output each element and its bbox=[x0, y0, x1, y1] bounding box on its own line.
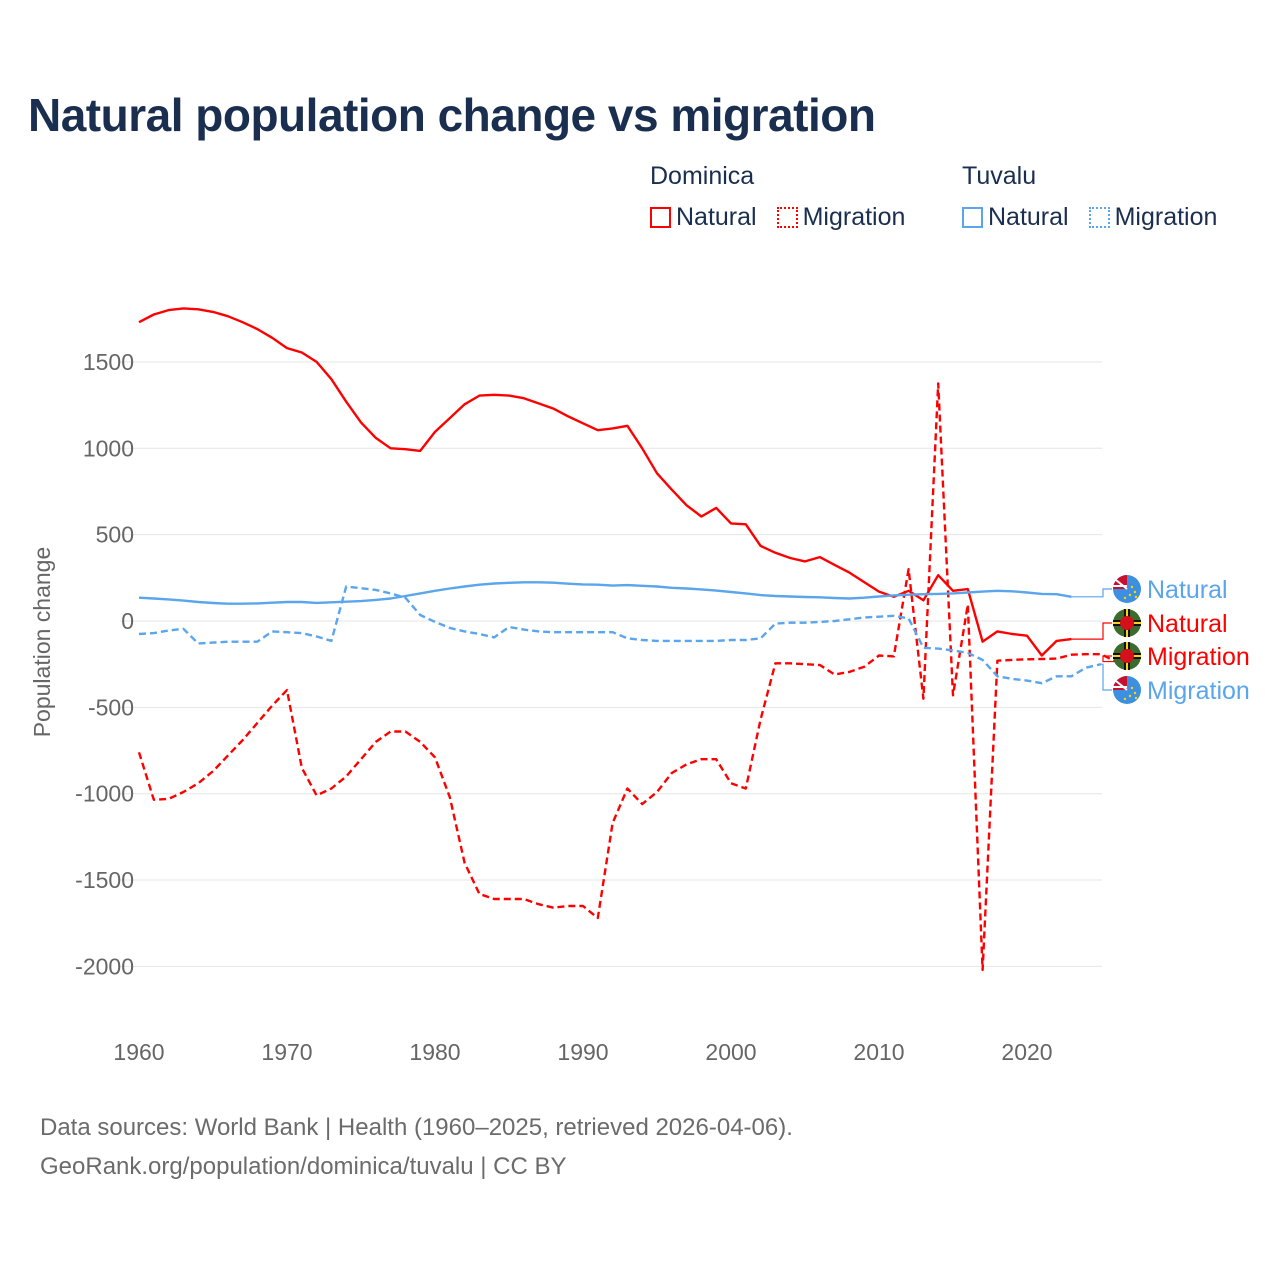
y-tick-label: -1500 bbox=[75, 867, 134, 893]
flag-star bbox=[1133, 590, 1137, 594]
source-note: Data sources: World Bank | Health (1960–… bbox=[40, 1108, 793, 1186]
flag-star bbox=[1133, 691, 1137, 695]
y-tick-label: 500 bbox=[96, 522, 134, 548]
y-axis-label: Population change bbox=[29, 547, 55, 738]
x-tick-label: 2000 bbox=[705, 1039, 756, 1065]
y-tick-label: -2000 bbox=[75, 953, 134, 979]
flag-star bbox=[1128, 593, 1132, 597]
legend-label: Natural bbox=[676, 203, 757, 231]
y-tick-label: 1500 bbox=[83, 349, 134, 375]
legend-item-tuvalu-natural[interactable]: Natural bbox=[962, 203, 1069, 232]
end-label: Natural bbox=[1147, 610, 1228, 638]
legend-label: Migration bbox=[802, 203, 906, 231]
x-tick-label: 1980 bbox=[409, 1039, 460, 1065]
x-tick-label: 1960 bbox=[113, 1039, 164, 1065]
y-tick-label: 1000 bbox=[83, 435, 134, 461]
end-label-connector bbox=[1102, 655, 1116, 663]
x-tick-label: 2020 bbox=[1001, 1039, 1052, 1065]
legend-swatch-dashed bbox=[776, 207, 798, 228]
legend-item-dominica-migration[interactable]: Migration bbox=[776, 203, 906, 232]
x-tick-label: 1970 bbox=[261, 1039, 312, 1065]
end-label: Natural bbox=[1147, 576, 1228, 604]
end-label-connector bbox=[1071, 588, 1112, 598]
x-tick-label: 2010 bbox=[853, 1039, 904, 1065]
series-line-dominica-migration bbox=[137, 382, 1117, 972]
flag-star bbox=[1130, 585, 1134, 589]
legend-group-dominica: Dominica Natural Migration bbox=[650, 162, 905, 232]
y-tick-label: -500 bbox=[88, 694, 134, 720]
legend-swatch-dashed bbox=[1088, 207, 1110, 228]
legend-heading-dominica: Dominica bbox=[650, 162, 755, 190]
dominica-flag-icon bbox=[1113, 642, 1141, 670]
end-label: Migration bbox=[1147, 643, 1250, 671]
legend-label: Migration bbox=[1114, 203, 1218, 231]
x-tick-label: 1990 bbox=[557, 1039, 608, 1065]
legend-heading-tuvalu: Tuvalu bbox=[962, 162, 1037, 190]
tuvalu-flag-icon bbox=[1113, 676, 1141, 704]
legend-group-tuvalu: Tuvalu Natural Migration bbox=[962, 162, 1217, 232]
dominica-flag-icon bbox=[1113, 609, 1141, 637]
chart-title: Natural population change vs migration bbox=[28, 89, 876, 141]
flag-disc bbox=[1120, 616, 1134, 630]
flag-star bbox=[1130, 686, 1134, 690]
flag-star bbox=[1128, 694, 1132, 698]
flag-star bbox=[1123, 596, 1127, 600]
legend-item-tuvalu-migration[interactable]: Migration bbox=[1088, 203, 1218, 232]
y-tick-label: 0 bbox=[121, 608, 134, 634]
flag-star bbox=[1134, 696, 1138, 700]
end-label-connector bbox=[1071, 622, 1112, 640]
legend-swatch-solid bbox=[962, 207, 983, 228]
tuvalu-flag-icon bbox=[1113, 575, 1141, 603]
flag-star bbox=[1123, 697, 1127, 701]
legend-label: Natural bbox=[988, 203, 1069, 231]
legend-swatch-solid bbox=[650, 207, 671, 228]
flag-canton-lines bbox=[1113, 579, 1128, 590]
end-label: Migration bbox=[1147, 677, 1250, 705]
series-line-tuvalu-natural bbox=[138, 581, 1072, 605]
series-line-tuvalu-migration bbox=[138, 585, 1102, 685]
legend-item-dominica-natural[interactable]: Natural bbox=[650, 203, 757, 232]
flag-star bbox=[1134, 595, 1138, 599]
source-line-1: Data sources: World Bank | Health (1960–… bbox=[40, 1114, 793, 1141]
source-link[interactable]: GeoRank.org/population/dominica/tuvalu |… bbox=[40, 1153, 567, 1180]
y-tick-label: -1000 bbox=[75, 781, 134, 807]
end-label-connector bbox=[1101, 663, 1112, 691]
flag-canton-lines bbox=[1113, 680, 1128, 691]
flag-disc bbox=[1120, 649, 1134, 663]
